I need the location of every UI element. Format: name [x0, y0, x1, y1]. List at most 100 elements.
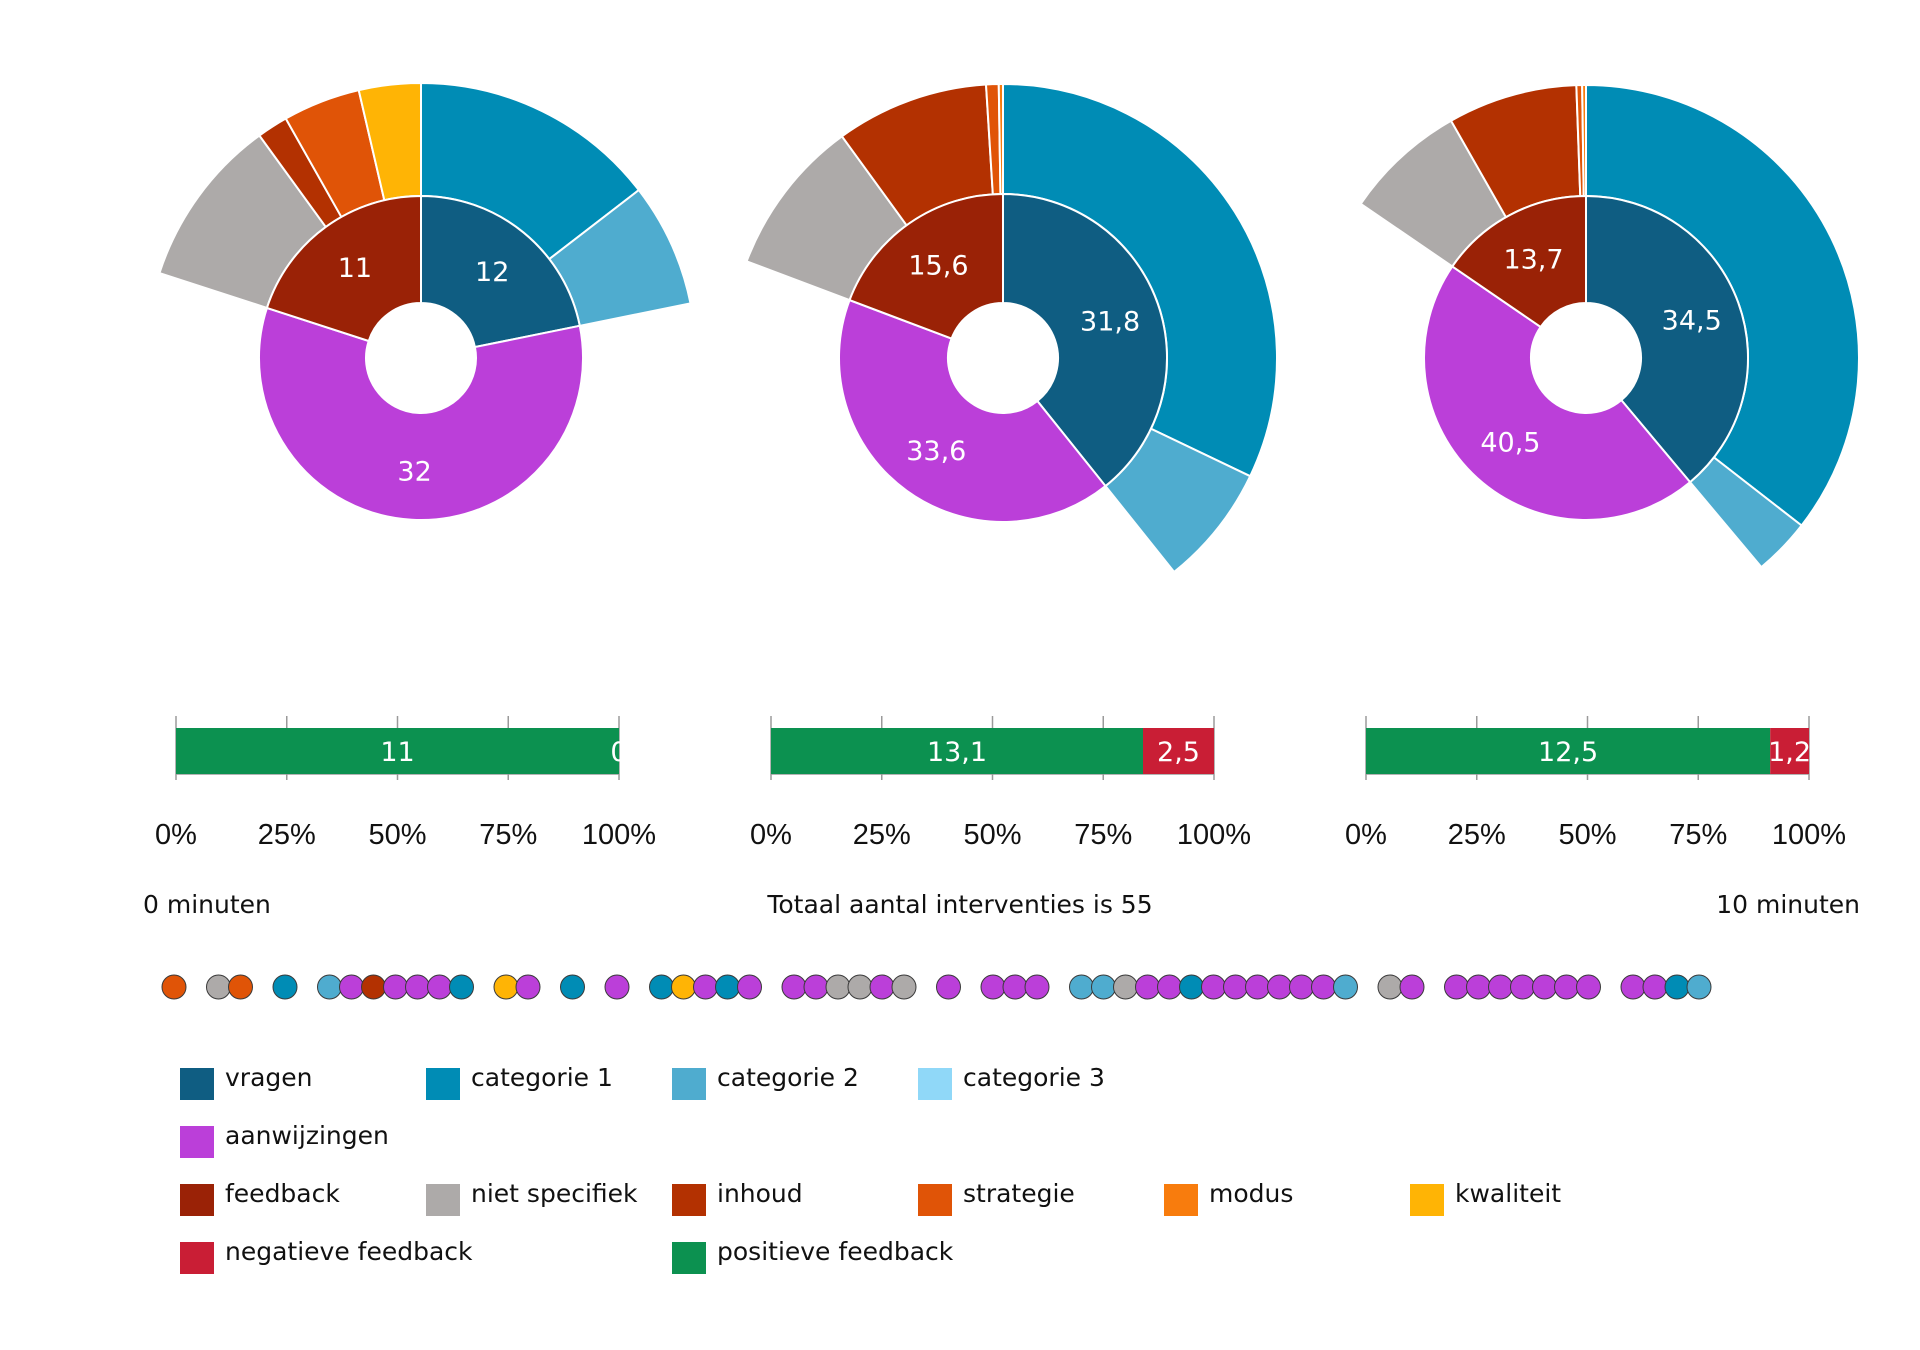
legend: vragen categorie 1 categorie 2 categorie 3 a…	[180, 1063, 1561, 1274]
timeline-dot-aanwijzingen	[1223, 974, 1248, 1000]
legend-label: aanwijzingen	[225, 1121, 389, 1150]
timeline-dot-aanwijzingen	[1576, 974, 1601, 1000]
axis-tick-label: 100%	[1772, 819, 1846, 851]
legend-label: feedback	[225, 1179, 340, 1208]
legend-swatch	[918, 1184, 952, 1216]
legend-item-positieve-feedback: positieve feedback	[672, 1237, 954, 1274]
timeline-center-label: Totaal aantal interventies is 55	[766, 890, 1152, 919]
legend-label: categorie 1	[471, 1063, 613, 1092]
legend-item-inhoud: inhoud	[672, 1179, 803, 1216]
outer-ring	[158, 81, 692, 328]
timeline-group	[493, 974, 541, 1000]
axis-tick-label: 75%	[1669, 819, 1727, 851]
legend-item-strategie: strategie	[918, 1179, 1075, 1216]
timeline-dot-categorie-2	[317, 974, 342, 1000]
legend-item-categorie-1: categorie 1	[426, 1063, 613, 1100]
timeline-group	[649, 974, 762, 1000]
outer-slice-modus	[997, 82, 1004, 196]
timeline-dot-aanwijzingen	[427, 974, 452, 1000]
legend-swatch	[672, 1184, 706, 1216]
bar-label-positieve-feedback: 13,1	[927, 737, 987, 768]
timeline-dot-aanwijzingen	[781, 974, 807, 1000]
legend-item-categorie-3: categorie 3	[918, 1063, 1105, 1100]
timeline-dot-aanwijzingen	[1267, 974, 1292, 1000]
axis-tick-label: 100%	[582, 819, 656, 851]
stacked-bar-chart-2: 0% 25% 50% 75% 100% 13,1 2,5	[750, 716, 1251, 851]
timeline-dot-niet-specifiek	[847, 974, 873, 1000]
timeline-dot-aanwijzingen	[1488, 974, 1513, 1000]
donut-chart-3: 34,5 40,5 13,7	[1359, 83, 1860, 569]
legend-item-categorie-2: categorie 2	[672, 1063, 859, 1100]
legend-label: strategie	[963, 1179, 1075, 1208]
outer-ring	[1359, 83, 1860, 569]
timeline-dot-strategie	[161, 974, 187, 1000]
timeline-dot-inhoud	[361, 974, 386, 1000]
inner-slice-aanwijzingen	[838, 298, 1107, 523]
bar-segment-positieve-feedback	[771, 728, 1144, 774]
axis-tick-label: 0%	[750, 819, 792, 851]
legend-swatch	[426, 1184, 460, 1216]
timeline-dot-categorie-1	[1664, 974, 1690, 1000]
axis-tick-label: 50%	[1558, 819, 1616, 851]
timeline-dot-aanwijzingen	[1642, 974, 1668, 1000]
timeline-group	[604, 974, 630, 1000]
timeline-group	[317, 974, 474, 1000]
timeline-dot-niet-specifiek	[891, 974, 917, 1000]
timeline-dot-kwaliteit	[493, 974, 519, 1000]
timeline-dot-aanwijzingen	[693, 974, 718, 1000]
timeline-dot-aanwijzingen	[1311, 974, 1336, 1000]
timeline-group	[980, 974, 1050, 1000]
timeline-dot-aanwijzingen	[1510, 974, 1535, 1000]
axis-tick-label: 0%	[1345, 819, 1387, 851]
legend-label: niet specifiek	[471, 1179, 638, 1208]
inner-slice-label-feedback: 15,6	[908, 251, 968, 282]
legend-label: negatieve feedback	[225, 1237, 473, 1266]
legend-swatch	[180, 1068, 214, 1100]
timeline-dot-categorie-1	[1179, 974, 1204, 1000]
bar-segment-positieve-feedback	[1366, 728, 1771, 774]
timeline-dot-aanwijzingen	[1024, 974, 1050, 1000]
legend-swatch	[180, 1184, 214, 1216]
stacked-bar-chart-1: 0% 25% 50% 75% 100% 11 0	[155, 716, 656, 851]
timeline-dot-aanwijzingen	[1289, 974, 1314, 1000]
timeline-dot-aanwijzingen	[803, 974, 829, 1000]
timeline-dot-aanwijzingen	[1135, 974, 1160, 1000]
timeline-dot-aanwijzingen	[980, 974, 1006, 1000]
legend-swatch	[426, 1068, 460, 1100]
timeline-start-label: 0 minuten	[143, 890, 271, 919]
legend-swatch	[1410, 1184, 1444, 1216]
legend-label: categorie 2	[717, 1063, 859, 1092]
inner-slice-label-vragen: 34,5	[1662, 306, 1722, 337]
bar-label-negatieve-feedback: 2,5	[1157, 737, 1200, 768]
timeline-dot-aanwijzingen	[1399, 974, 1425, 1000]
axis-tick-label: 100%	[1177, 819, 1251, 851]
bar-label-positieve-feedback: 11	[380, 737, 414, 768]
timeline-dot-categorie-1	[649, 974, 674, 1000]
bar-segment-negatieve-feedback	[1770, 728, 1809, 774]
inner-slice-vragen	[420, 194, 581, 349]
inner-slice-feedback	[265, 194, 422, 343]
stacked-bar-charts: 0% 25% 50% 75% 100% 11 0 0% 25% 50% 75% 100% 13,1 2,5…	[155, 716, 1846, 851]
inner-slice-label-aanwijzingen: 33,6	[906, 436, 966, 467]
timeline-group	[1444, 974, 1601, 1000]
bar-segment-negatieve-feedback	[1143, 728, 1214, 774]
legend-label: categorie 3	[963, 1063, 1105, 1092]
timeline-dot-aanwijzingen	[869, 974, 895, 1000]
inner-slice-vragen	[1002, 192, 1168, 488]
timeline-group	[161, 974, 187, 1000]
timeline-dot-categorie-1	[449, 974, 474, 1000]
outer-ring	[745, 82, 1278, 574]
legend-item-kwaliteit: kwaliteit	[1410, 1179, 1561, 1216]
timeline-group	[1377, 974, 1425, 1000]
timeline-dots	[161, 974, 1712, 1000]
timeline-dot-aanwijzingen	[1620, 974, 1646, 1000]
timeline-dot-aanwijzingen	[1245, 974, 1270, 1000]
timeline-dot-categorie-1	[560, 974, 585, 1000]
inner-slice-label-vragen: 12	[475, 257, 509, 288]
intervention-timeline: 0 minuten Totaal aantal interventies is …	[143, 890, 1860, 1000]
inner-slice-aanwijzingen	[1423, 265, 1692, 521]
inner-ring: 12 32 11	[258, 194, 584, 521]
donut-charts: 12 32 11 31,8 33,6 15,6 34,5 40,5 13,7	[158, 81, 1860, 574]
timeline-dot-kwaliteit	[671, 974, 696, 1000]
legend-label: positieve feedback	[717, 1237, 954, 1266]
